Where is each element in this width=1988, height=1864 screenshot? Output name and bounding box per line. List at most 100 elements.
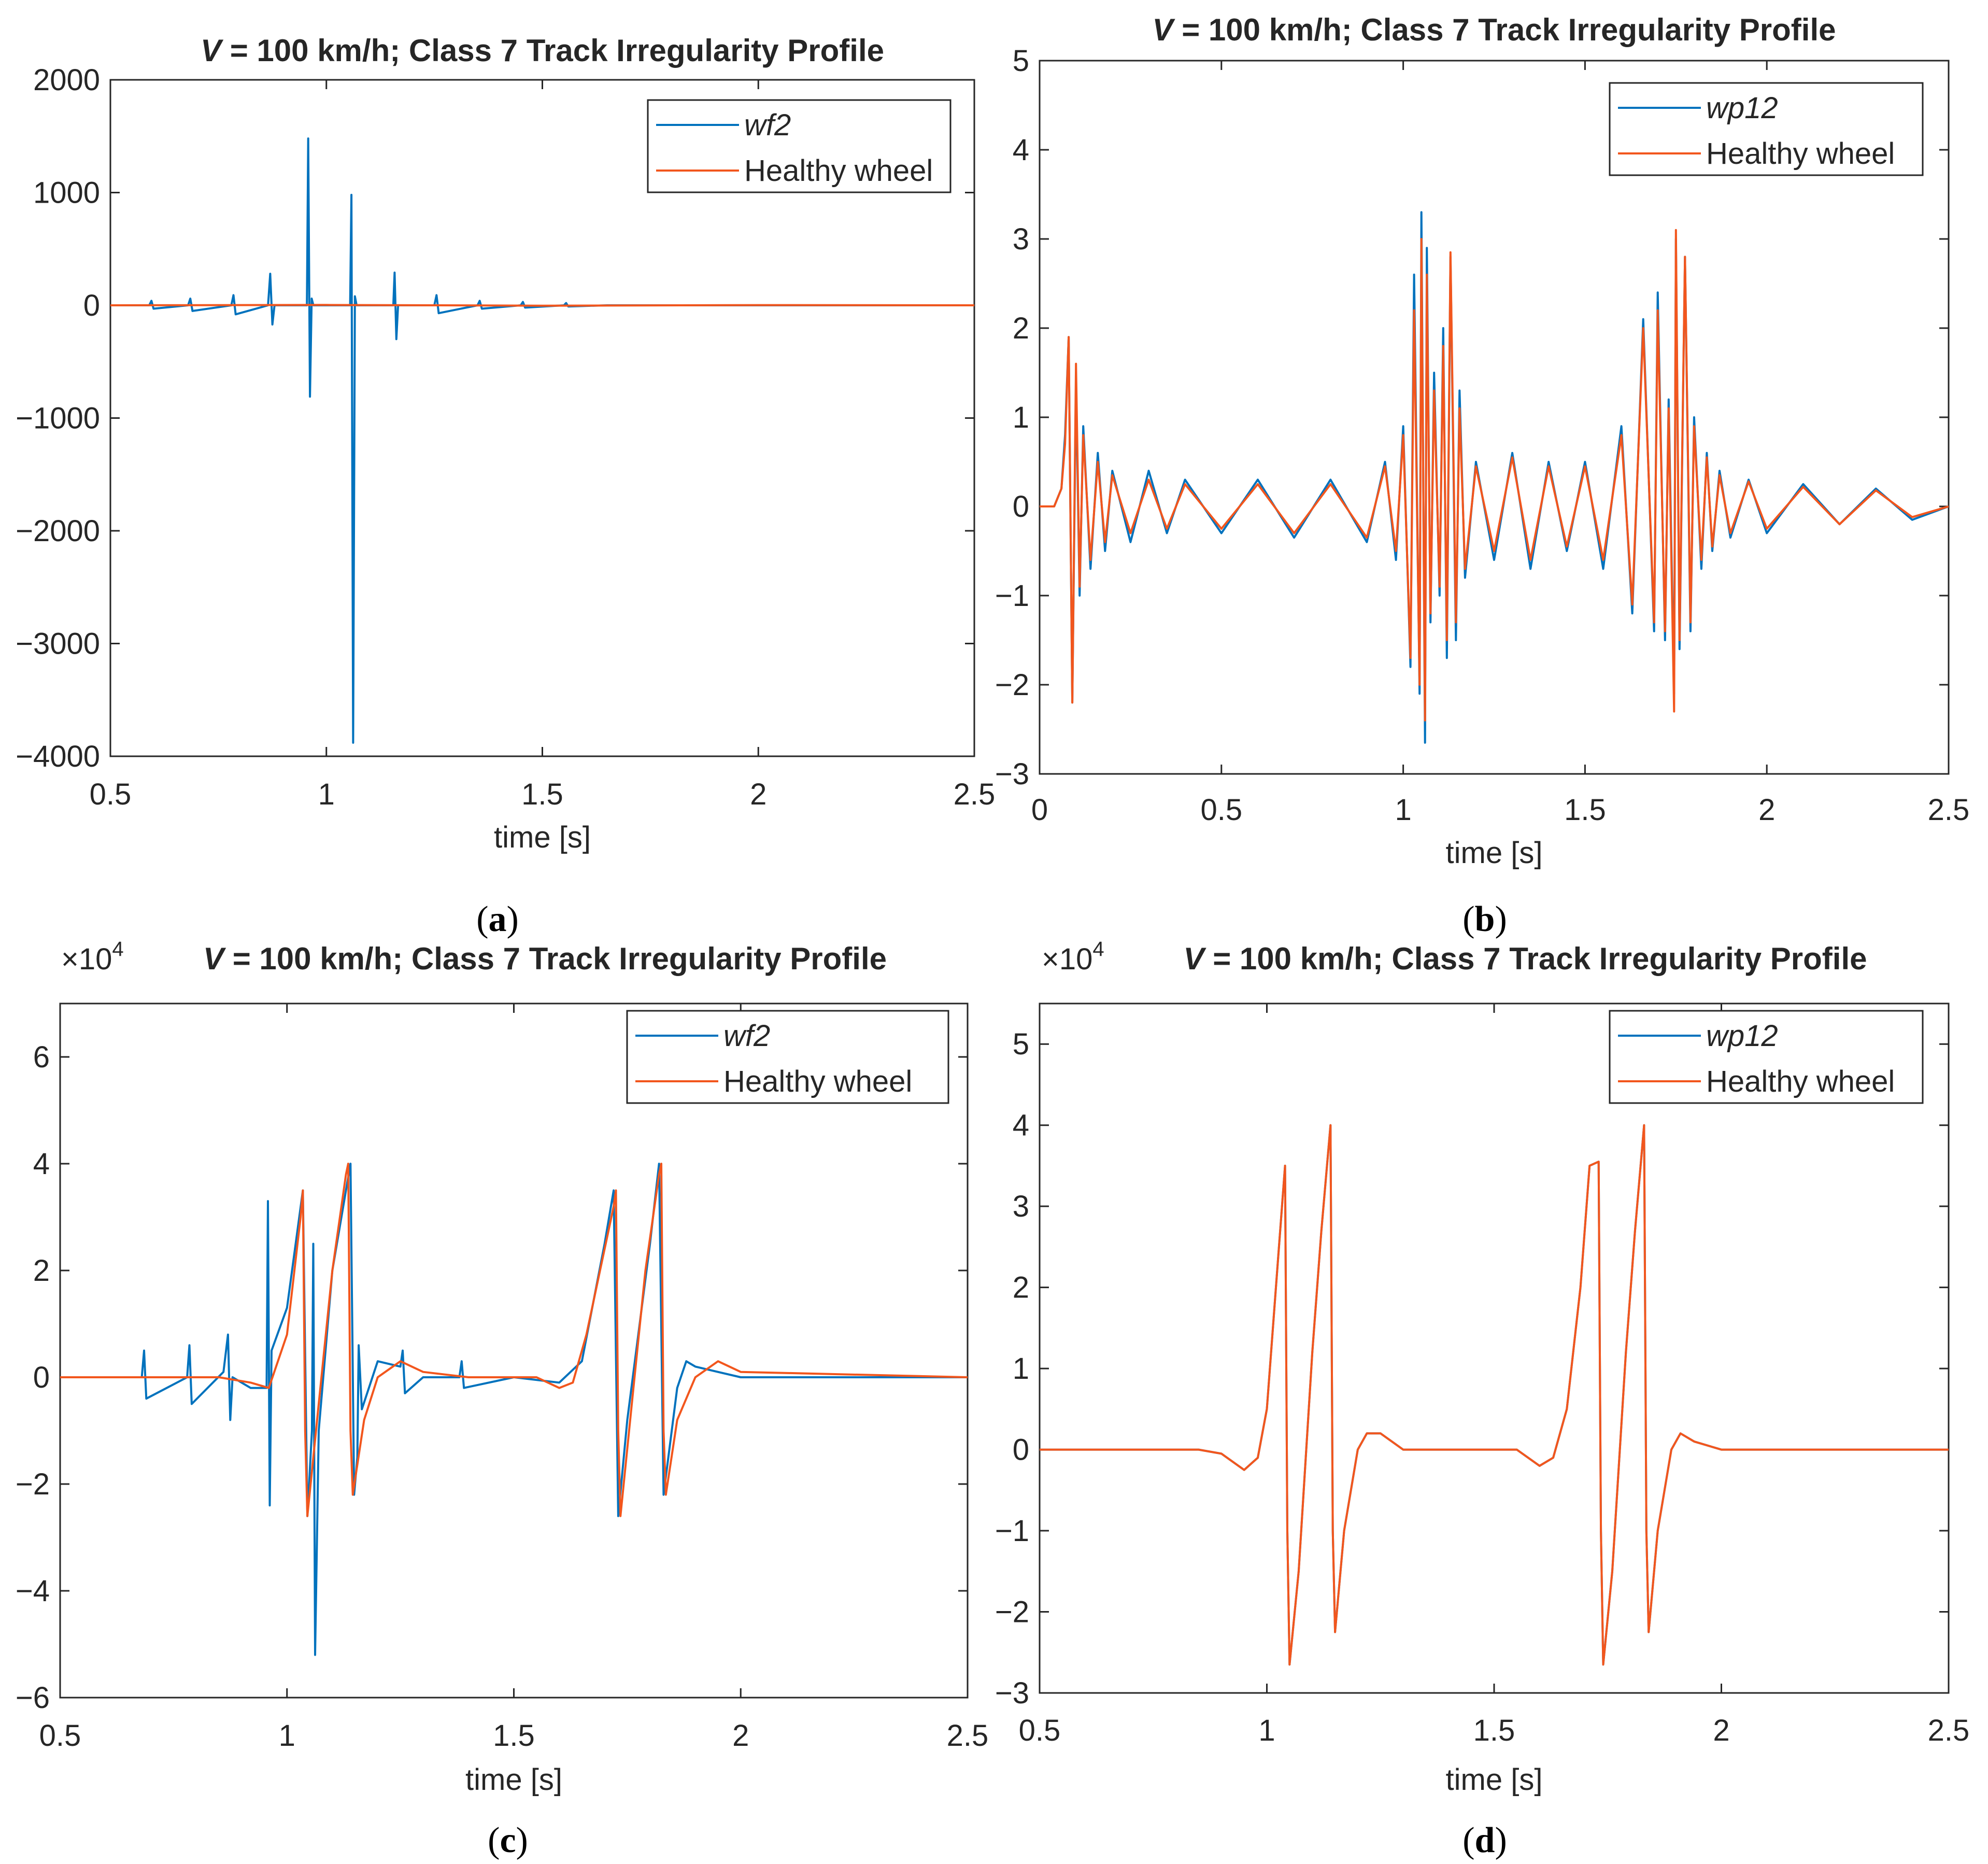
- panel-caption: (c): [488, 1820, 528, 1860]
- x-tick-label: 1: [279, 1719, 295, 1753]
- y-tick-label: −2: [995, 668, 1029, 702]
- x-tick-label: 2: [732, 1719, 749, 1753]
- title-text: = 100 km/h; Class 7 Track Irregularity P…: [221, 33, 884, 68]
- series-line-healthy: [60, 1163, 968, 1517]
- y-tick-label: 1000: [33, 176, 100, 210]
- title-speed-symbol: V: [1153, 12, 1176, 47]
- panel-c: 0.5 1 1.5 2 2.5 −6 −4 −2 0 2 4 6 V = 100 km/h; Class…: [16, 938, 988, 1860]
- y-tick-label: −3: [995, 757, 1029, 791]
- panel-d: 0.5 1 1.5 2 2.5 −3 −2 −1 0 1 2 3 4 5 V = 100 km/h; Cla…: [995, 938, 1969, 1860]
- legend-label: wf2: [723, 1019, 770, 1053]
- y-tick-label: −1: [995, 579, 1029, 613]
- y-tick-label: −4000: [16, 740, 100, 773]
- legend-label: wp12: [1706, 1019, 1778, 1053]
- x-tick-label: 2.5: [954, 778, 996, 811]
- x-tick-label: 0.5: [1200, 793, 1242, 827]
- panel-caption: (a): [476, 899, 519, 939]
- title-speed-symbol: V: [1184, 941, 1207, 976]
- y-tick-label: 4: [1013, 133, 1029, 167]
- title-speed-symbol: V: [203, 941, 226, 976]
- y-tick-label: 5: [1013, 44, 1029, 78]
- y-tick-label: 6: [33, 1040, 50, 1074]
- panel-caption: (b): [1462, 899, 1507, 939]
- legend-label: Healthy wheel: [723, 1065, 912, 1098]
- legend-label: wf2: [744, 108, 791, 142]
- panel-caption: (d): [1462, 1820, 1507, 1860]
- y-tick-label: −3: [995, 1676, 1029, 1710]
- x-tick-label: 1.5: [521, 778, 563, 811]
- legend-box: [626, 1010, 949, 1104]
- y-tick-label: −3000: [16, 627, 100, 661]
- chart-title: V = 100 km/h; Class 7 Track Irregularity…: [1184, 941, 1867, 976]
- y-tick-label: 1: [1013, 401, 1029, 434]
- caption-close: ): [1495, 899, 1507, 939]
- x-axis-label: time [s]: [1446, 836, 1543, 870]
- x-tick-label: 1: [1395, 793, 1411, 827]
- exponent-base: ×10: [1042, 942, 1092, 976]
- y-tick-label: 5: [1013, 1027, 1029, 1061]
- chart-title: V = 100 km/h; Class 7 Track Irregularity…: [1153, 12, 1836, 47]
- axes-box: [59, 1002, 969, 1699]
- y-tick-label: 2000: [33, 63, 100, 97]
- legend-box: [647, 99, 952, 193]
- x-tick-label: 1: [1258, 1714, 1275, 1747]
- caption-close: ): [1495, 1820, 1507, 1860]
- legend-label: Healthy wheel: [1706, 137, 1895, 171]
- title-text: = 100 km/h; Class 7 Track Irregularity P…: [1173, 12, 1836, 47]
- y-tick-label: 2: [1013, 1271, 1029, 1305]
- caption-letter: d: [1475, 1820, 1495, 1860]
- exponent-base: ×10: [61, 942, 112, 976]
- y-tick-label: −2000: [16, 514, 100, 548]
- x-tick-label: 1.5: [493, 1719, 535, 1753]
- x-tick-label: 0.5: [39, 1719, 81, 1753]
- y-tick-label: −2: [995, 1595, 1029, 1629]
- y-tick-label: −2: [16, 1467, 50, 1501]
- x-tick-label: 1: [318, 778, 335, 811]
- y-tick-label: 0: [33, 1361, 50, 1394]
- legend-label: Healthy wheel: [744, 154, 933, 188]
- exponent-power: 4: [112, 938, 123, 961]
- x-tick-label: 2: [1713, 1714, 1729, 1747]
- x-axis-label: time [s]: [1446, 1763, 1543, 1797]
- x-tick-label: 2: [1758, 793, 1775, 827]
- legend-label: Healthy wheel: [1706, 1065, 1895, 1098]
- x-tick-label: 2.5: [947, 1719, 989, 1753]
- legend: wf2 Healthy wheel: [626, 1010, 949, 1104]
- x-tick-label: 1.5: [1564, 793, 1606, 827]
- caption-letter: a: [489, 899, 507, 939]
- caption-close: ): [516, 1820, 528, 1860]
- y-tick-label: 1: [1013, 1352, 1029, 1386]
- legend: wp12 Healthy wheel: [1609, 82, 1924, 176]
- caption-open: (: [1462, 1820, 1474, 1860]
- panel-b: 0 0.5 1 1.5 2 2.5 −3 −2 −1 0 1 2 3 4 5 V = 100 km/h; Cl…: [995, 12, 1969, 939]
- caption-letter: b: [1475, 899, 1495, 939]
- caption-letter: c: [500, 1820, 516, 1860]
- legend-box: [1609, 1010, 1924, 1104]
- y-tick-label: 4: [33, 1147, 50, 1181]
- legend: wp12 Healthy wheel: [1609, 1010, 1924, 1104]
- series-line-healthy: [1040, 1124, 1949, 1666]
- legend-label: wp12: [1706, 91, 1778, 125]
- caption-close: ): [507, 899, 519, 939]
- y-tick-label: 0: [1013, 490, 1029, 524]
- caption-open: (: [1462, 899, 1474, 939]
- y-tick-label: 2: [1013, 312, 1029, 345]
- exponent-power: 4: [1092, 938, 1104, 961]
- title-speed-symbol: V: [201, 33, 224, 68]
- y-exponent-label: ×104: [61, 938, 124, 976]
- x-tick-label: 0: [1031, 793, 1048, 827]
- x-axis-label: time [s]: [465, 1763, 562, 1797]
- y-tick-label: −6: [16, 1681, 50, 1715]
- x-tick-label: 0.5: [1019, 1714, 1061, 1747]
- chart-title: V = 100 km/h; Class 7 Track Irregularity…: [201, 33, 884, 68]
- caption-open: (: [488, 1820, 500, 1860]
- series-line-healthy: [1040, 229, 1949, 722]
- axes-box: [1039, 1002, 1950, 1694]
- x-tick-label: 2: [750, 778, 766, 811]
- panel-a: 0.5 1 1.5 2 2.5 −4000 −3000 −2000 −1000 0 1000 2000…: [16, 33, 995, 939]
- y-tick-label: 0: [1013, 1433, 1029, 1467]
- x-tick-label: 2.5: [1928, 1714, 1970, 1747]
- y-tick-label: 4: [1013, 1109, 1029, 1142]
- y-tick-label: −1: [995, 1514, 1029, 1548]
- y-tick-label: 3: [1013, 1190, 1029, 1223]
